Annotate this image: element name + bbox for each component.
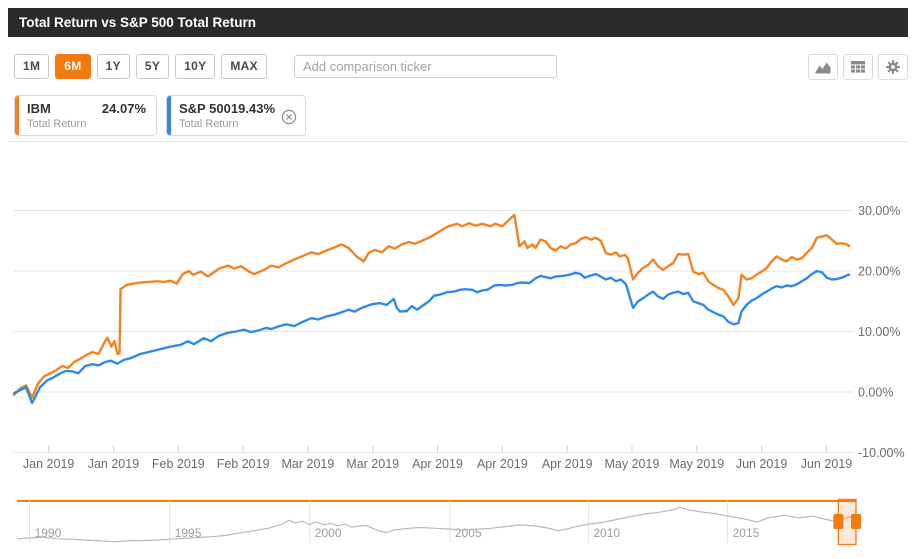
range-button-max[interactable]: MAX — [221, 54, 267, 79]
y-axis-label: 10.00% — [858, 325, 900, 339]
range-button-1m[interactable]: 1M — [14, 54, 50, 79]
x-axis-label: Jan 2019 — [23, 457, 74, 471]
y-axis-label: -10.00% — [858, 446, 905, 460]
series-color-bar-sp500 — [167, 96, 171, 135]
year-label: 1990 — [35, 526, 62, 540]
chart-type-button[interactable] — [808, 54, 838, 80]
area-chart-icon — [815, 62, 831, 73]
gear-icon — [886, 60, 900, 74]
range-button-1y[interactable]: 1Y — [96, 54, 130, 79]
settings-button[interactable] — [878, 54, 908, 80]
y-axis-label: 30.00% — [858, 204, 900, 218]
range-selector: 1M 6M 1Y 5Y 10Y MAX — [14, 54, 267, 79]
series-value: 19.43% — [230, 101, 275, 116]
table-icon — [851, 61, 865, 73]
x-axis-label: Mar 2019 — [346, 457, 399, 471]
x-axis-label: May 2019 — [605, 457, 660, 471]
series-name: S&P 500 — [179, 101, 231, 116]
year-label: 2000 — [315, 526, 342, 540]
series-line-ibm — [12, 213, 851, 399]
x-axis-label: Mar 2019 — [282, 457, 335, 471]
x-axis-label: Apr 2019 — [477, 457, 528, 471]
series-legend: IBM 24.07% Total Return S&P 500 19.43% T… — [14, 95, 306, 136]
navigator-handle-left[interactable] — [833, 514, 844, 529]
ticker-search-input[interactable] — [294, 55, 557, 78]
remove-series-icon[interactable] — [280, 108, 298, 126]
range-button-6m[interactable]: 6M — [55, 54, 91, 79]
chart-tools — [808, 54, 908, 80]
navigator-series-line — [16, 506, 857, 543]
y-axis-label: 20.00% — [858, 265, 900, 279]
x-axis-label: Apr 2019 — [542, 457, 593, 471]
year-label: 2015 — [733, 526, 760, 540]
series-metric: Total Return — [179, 118, 239, 130]
x-axis-label: May 2019 — [669, 457, 724, 471]
year-label: 1995 — [175, 526, 202, 540]
x-axis-label: Feb 2019 — [152, 457, 205, 471]
year-label: 2005 — [455, 526, 482, 540]
navigator-handle-right[interactable] — [851, 514, 861, 529]
data-table-button[interactable] — [843, 54, 873, 80]
page-title: Total Return vs S&P 500 Total Return — [19, 15, 257, 30]
chart-title-bar: Total Return vs S&P 500 Total Return — [8, 8, 908, 37]
series-metric: Total Return — [27, 118, 87, 130]
x-axis-label: Apr 2019 — [412, 457, 463, 471]
x-axis-label: Jun 2019 — [801, 457, 852, 471]
main-chart[interactable]: 30.00% 20.00% 10.00% 0.00% -10.00% Jan 2019 Ja… — [0, 146, 916, 481]
series-color-bar-ibm — [15, 96, 19, 135]
range-button-5y[interactable]: 5Y — [135, 54, 170, 79]
navigator[interactable]: 1990 1995 2000 2005 2010 2015 — [0, 495, 916, 557]
x-axis-label: Jan 2019 — [88, 457, 139, 471]
x-axis-label: Feb 2019 — [217, 457, 270, 471]
legend-card-ibm[interactable]: IBM 24.07% Total Return — [14, 95, 157, 136]
series-value: 24.07% — [101, 101, 146, 116]
divider — [8, 141, 908, 142]
year-label: 2010 — [593, 526, 620, 540]
y-axis-label: 0.00% — [858, 386, 893, 400]
range-button-10y[interactable]: 10Y — [175, 54, 216, 79]
series-name: IBM — [27, 101, 51, 116]
series-line-sp500 — [12, 269, 851, 405]
legend-card-sp500[interactable]: S&P 500 19.43% Total Return — [166, 95, 306, 136]
x-axis-label: Jun 2019 — [736, 457, 787, 471]
